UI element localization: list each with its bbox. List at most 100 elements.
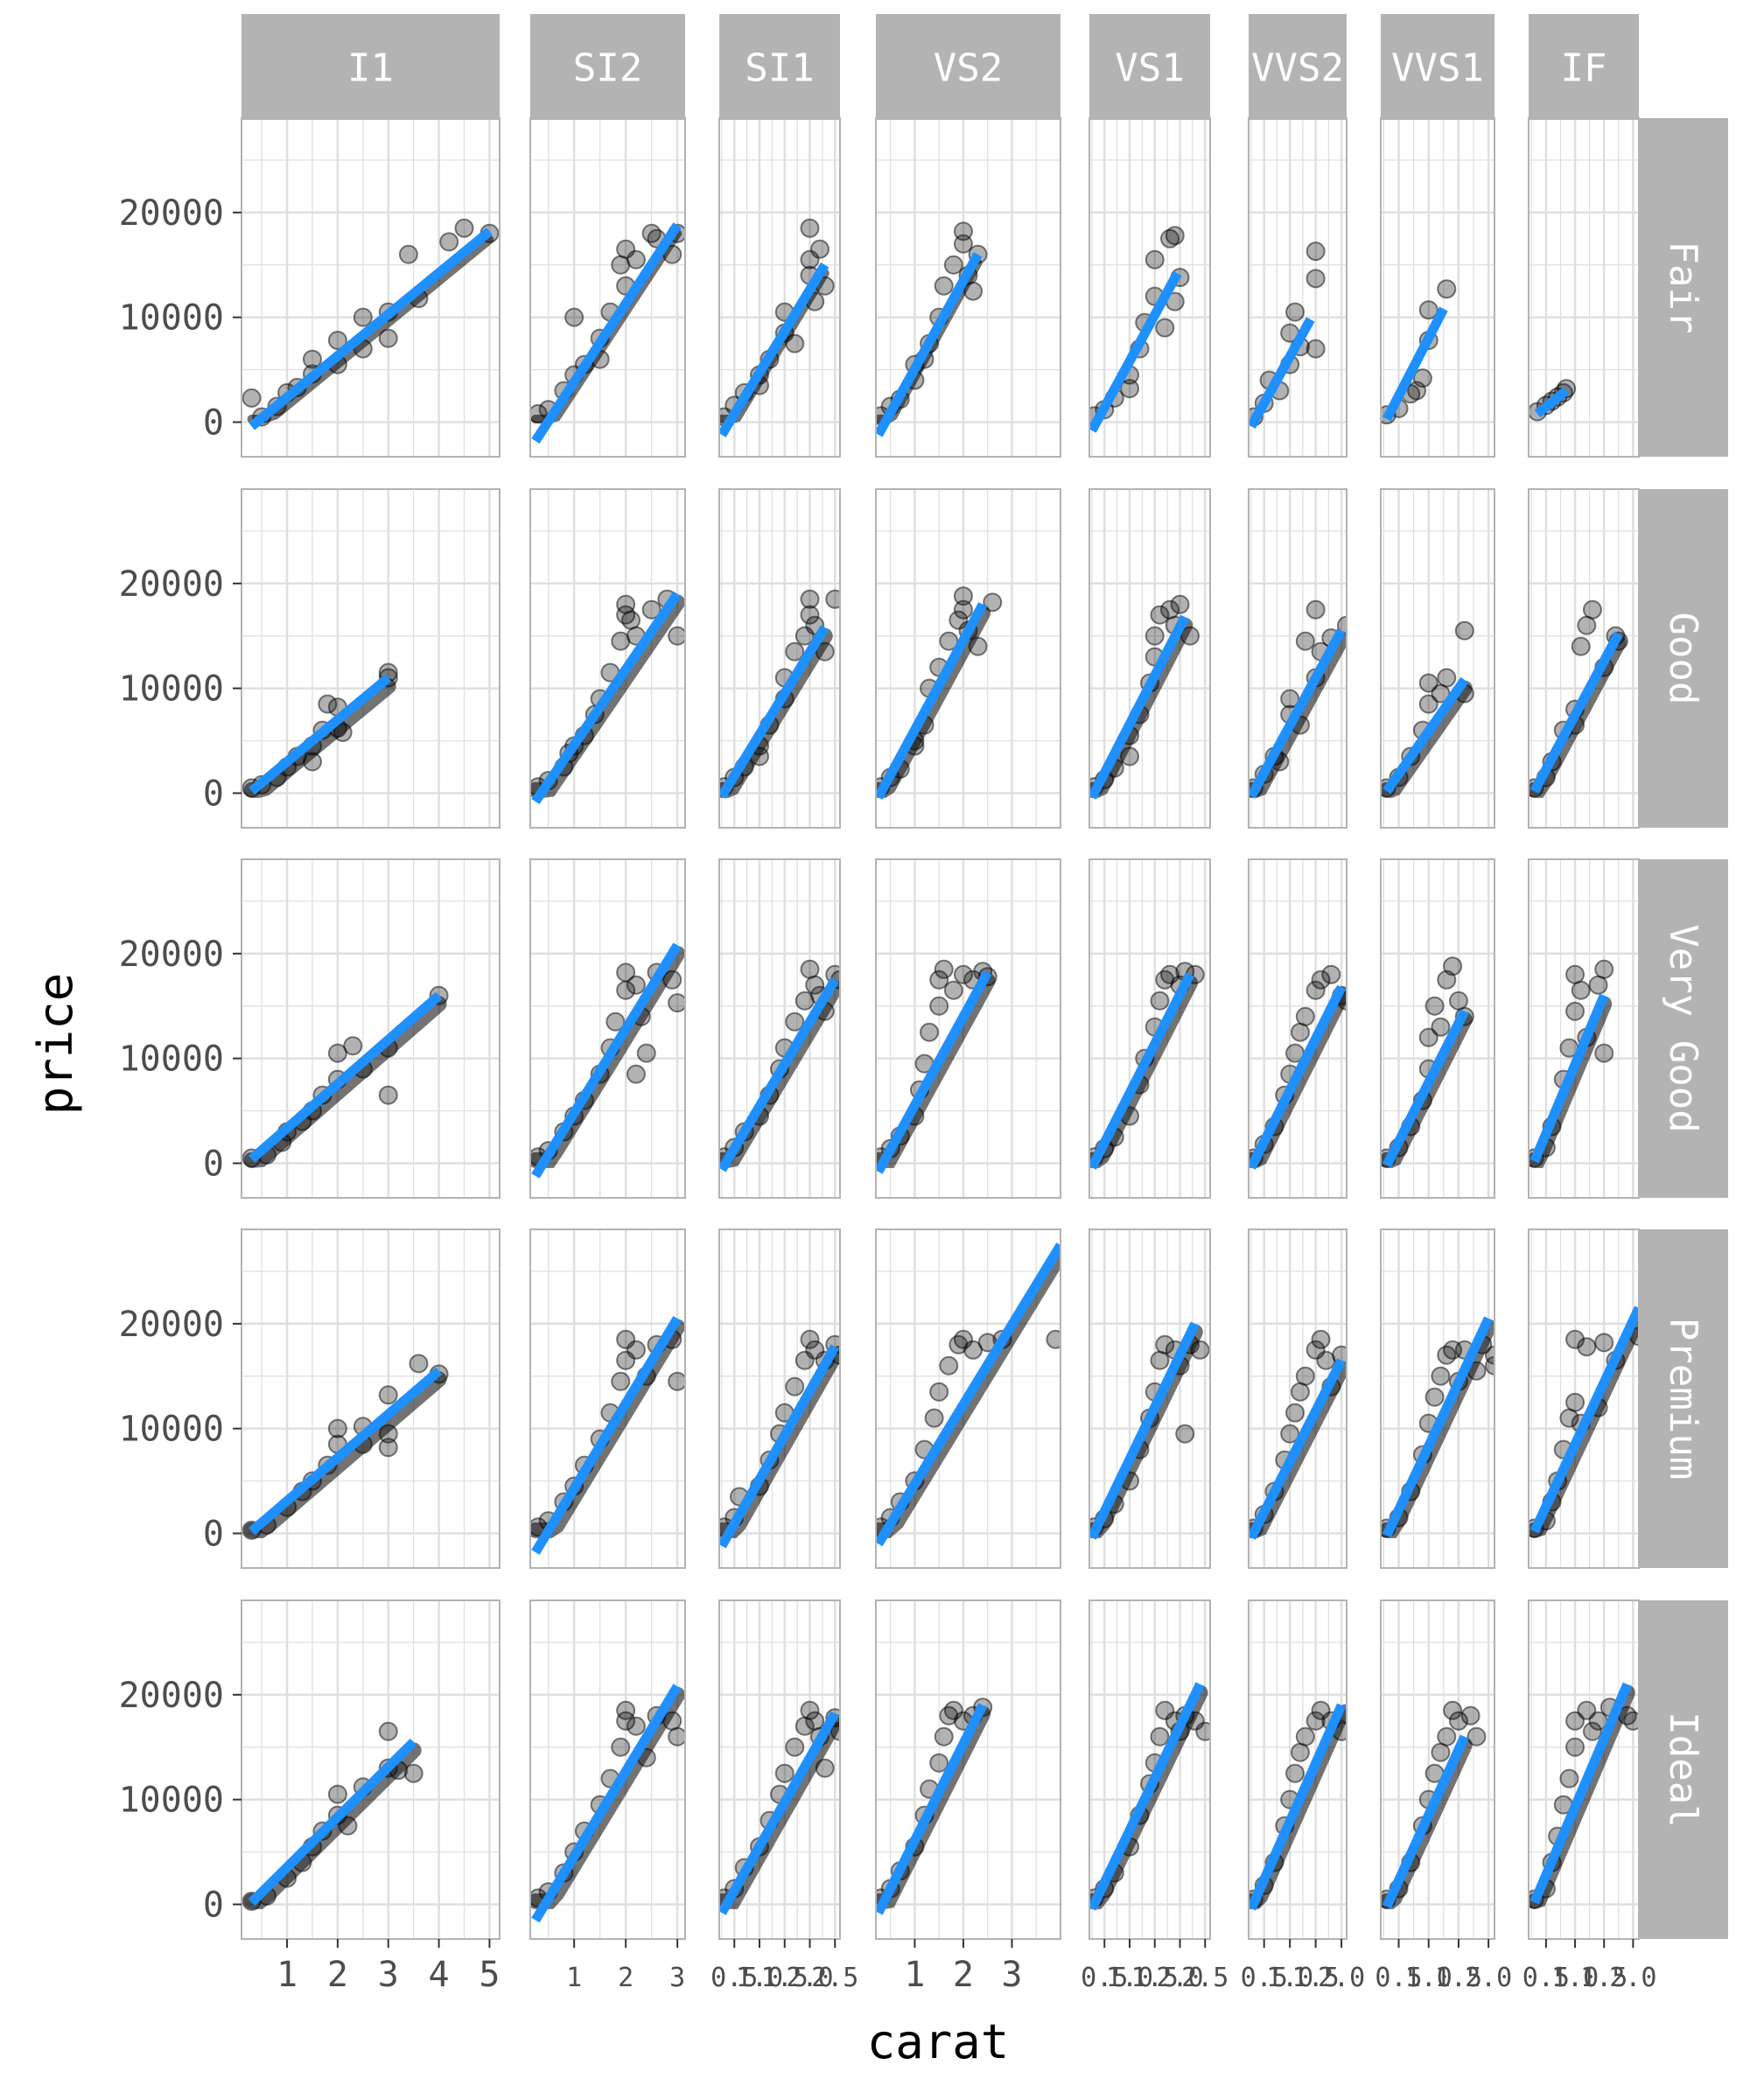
data-point xyxy=(439,232,459,252)
panel-good-vvs1 xyxy=(1380,488,1495,829)
panel-fair-vs1 xyxy=(1088,117,1211,458)
data-point xyxy=(378,1721,398,1741)
fit-line xyxy=(248,1367,443,1536)
data-point xyxy=(830,1721,840,1741)
data-point xyxy=(1337,615,1347,635)
strip-row-very-good xyxy=(1639,859,1728,1198)
fit-line xyxy=(1382,1734,1469,1909)
x-axis-title: carat xyxy=(867,2014,1010,2069)
panel-border xyxy=(241,1600,500,1940)
strip-col-vs1 xyxy=(1089,14,1210,120)
data-point xyxy=(1285,1763,1306,1783)
data-point xyxy=(636,1043,656,1063)
panel-ideal-vs2 xyxy=(875,1600,1061,1940)
strip-col-label: I1 xyxy=(347,46,394,91)
fit-line xyxy=(1530,993,1609,1164)
panel-data xyxy=(1529,959,1614,1168)
x-tick-label: 1 xyxy=(276,1955,298,1995)
strip-col-label: IF xyxy=(1561,46,1607,91)
data-point xyxy=(934,276,954,296)
panel-border xyxy=(1248,1600,1348,1940)
data-point xyxy=(929,1382,949,1402)
strip-col-label: VVS2 xyxy=(1251,46,1344,91)
data-point xyxy=(1321,964,1341,984)
data-point xyxy=(1165,226,1185,246)
data-point xyxy=(616,594,636,614)
data-point xyxy=(785,333,805,354)
data-point xyxy=(1311,1329,1331,1349)
data-point xyxy=(1285,302,1306,322)
data-point xyxy=(1311,970,1331,990)
strip-row-good xyxy=(1639,489,1728,828)
data-point xyxy=(1144,626,1165,646)
panel-good-if xyxy=(1528,488,1640,829)
panel-very-good-i1 xyxy=(241,858,500,1199)
panel-border xyxy=(241,488,500,829)
panel-border xyxy=(1248,858,1348,1199)
x-tick-label: 1.5 xyxy=(1292,1963,1340,1993)
data-point xyxy=(1150,605,1170,625)
panel-fair-i1 xyxy=(241,117,500,458)
data-point xyxy=(327,1418,347,1438)
fit-line xyxy=(1249,1358,1347,1540)
panel-premium-si2 xyxy=(529,1228,686,1569)
y-tick-label: 0 xyxy=(203,1144,224,1184)
x-tick-label: 2.0 xyxy=(786,1963,833,1993)
data-point xyxy=(1295,1006,1315,1026)
data-point xyxy=(953,599,973,620)
x-tick-label: 0.5 xyxy=(1375,1963,1422,1993)
data-point xyxy=(668,1371,685,1391)
data-point xyxy=(774,1763,794,1783)
panel-premium-si1 xyxy=(718,1228,841,1569)
data-point xyxy=(1565,1392,1586,1412)
panel-data xyxy=(1381,279,1457,425)
data-point xyxy=(1306,339,1326,359)
panel-data xyxy=(1529,1682,1639,1909)
x-tick-label: 5 xyxy=(479,1955,500,1995)
data-point xyxy=(1431,1017,1451,1037)
data-point xyxy=(1424,1387,1445,1407)
data-point xyxy=(626,1064,646,1084)
x-tick-label: 1.5 xyxy=(1580,1963,1628,1993)
data-point xyxy=(606,1012,626,1032)
data-point xyxy=(1571,636,1591,656)
panel-good-vs2 xyxy=(875,488,1061,829)
panel-data xyxy=(530,1315,685,1555)
data-point xyxy=(1120,379,1139,399)
panel-border xyxy=(529,858,686,1199)
y-tick-label: 10000 xyxy=(119,1410,224,1450)
y-axis-title: price xyxy=(28,973,83,1116)
data-point xyxy=(338,1816,358,1836)
fit-line xyxy=(1089,1682,1205,1911)
panel-good-vs1 xyxy=(1088,488,1211,829)
data-point xyxy=(1565,1737,1586,1757)
fit-line xyxy=(1530,631,1623,794)
panel-data xyxy=(719,959,840,1172)
data-point xyxy=(815,1758,835,1778)
data-point xyxy=(616,962,636,983)
data-point xyxy=(621,610,641,630)
strip-col-label: SI1 xyxy=(745,46,814,91)
data-point xyxy=(662,1711,682,1731)
data-point xyxy=(929,996,949,1016)
data-point xyxy=(1594,959,1614,979)
data-point xyxy=(1594,1043,1614,1063)
data-point xyxy=(378,1385,398,1405)
fit-line xyxy=(1089,972,1194,1170)
panel-grid xyxy=(719,1600,840,1939)
data-point xyxy=(1559,1768,1579,1788)
panel-data xyxy=(242,218,500,430)
panel-premium-vs2 xyxy=(875,1228,1061,1569)
x-tick-label: 2 xyxy=(327,1955,348,1995)
data-point xyxy=(611,1371,631,1391)
y-tick-label: 10000 xyxy=(119,669,224,710)
strip-col-label: VS1 xyxy=(1115,46,1184,91)
y-tick-label: 10000 xyxy=(119,1040,224,1080)
fit-line xyxy=(531,1315,682,1555)
data-point xyxy=(1306,242,1326,262)
panel-data xyxy=(1249,599,1347,799)
fit-line xyxy=(876,1703,988,1915)
data-point xyxy=(1623,1711,1639,1731)
panel-background xyxy=(530,118,685,457)
